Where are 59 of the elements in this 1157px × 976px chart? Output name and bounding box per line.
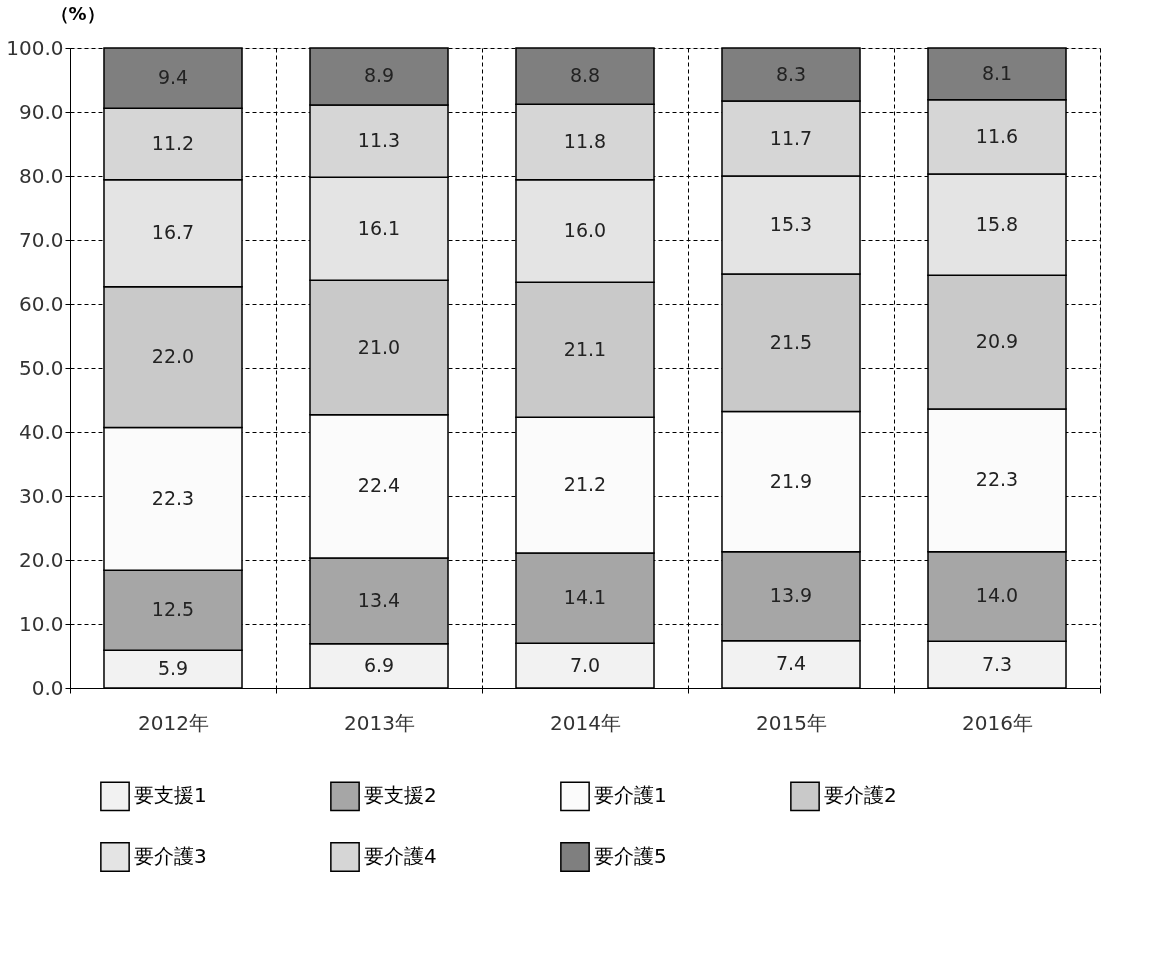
- data-label: 11.3: [357, 129, 401, 152]
- data-label: 14.1: [563, 586, 607, 609]
- y-tick-label: 40.0: [18, 419, 64, 444]
- data-label: 21.0: [357, 335, 401, 358]
- data-label: 7.0: [569, 653, 601, 676]
- data-label: 21.2: [563, 473, 607, 496]
- data-label: 20.9: [975, 330, 1019, 353]
- x-tick-label: 2012年: [138, 710, 209, 735]
- x-tick-label: 2014年: [550, 710, 621, 735]
- data-label: 15.3: [769, 212, 813, 235]
- legend-label: 要支援2: [364, 783, 437, 808]
- y-axis-title: （%）: [50, 2, 105, 24]
- legend-label: 要介護3: [134, 844, 207, 868]
- data-label: 21.5: [769, 330, 813, 353]
- data-label: 7.3: [981, 652, 1013, 675]
- data-label: 6.9: [363, 653, 395, 676]
- data-label: 12.5: [151, 598, 195, 621]
- data-label: 13.9: [769, 584, 813, 607]
- data-label: 16.0: [563, 219, 607, 242]
- data-label: 11.8: [563, 130, 607, 153]
- y-tick-label: 30.0: [18, 483, 64, 508]
- data-label: 8.8: [569, 64, 601, 87]
- data-label: 8.1: [981, 61, 1013, 84]
- data-label: 7.4: [775, 652, 807, 675]
- data-label: 5.9: [157, 657, 189, 680]
- data-label: 11.2: [151, 132, 195, 154]
- y-tick-label: 80.0: [18, 163, 64, 188]
- data-label: 22.4: [357, 474, 401, 497]
- y-tick-label: 100.0: [6, 35, 64, 60]
- data-label: 11.7: [769, 126, 813, 149]
- data-label: 13.4: [357, 588, 401, 611]
- legend-label: 要介護2: [824, 783, 897, 808]
- legend-label: 要支援1: [134, 783, 207, 808]
- y-tick-label: 0.0: [31, 675, 64, 700]
- data-label: 16.7: [151, 221, 195, 244]
- data-label: 15.8: [975, 212, 1019, 235]
- x-tick-label: 2016年: [962, 710, 1033, 735]
- data-label: 16.1: [357, 216, 401, 239]
- legend-label: 要介護5: [594, 844, 667, 868]
- legend-label: 要介護4: [364, 844, 437, 868]
- data-label: 14.0: [975, 584, 1019, 607]
- y-tick-label: 20.0: [18, 547, 64, 572]
- data-label: 11.6: [975, 124, 1019, 147]
- x-tick-label: 2015年: [756, 710, 827, 735]
- y-tick-label: 10.0: [18, 611, 64, 636]
- data-label: 8.9: [363, 64, 395, 87]
- y-tick-label: 90.0: [18, 99, 64, 124]
- data-label: 21.9: [769, 469, 813, 492]
- y-tick-label: 60.0: [18, 291, 64, 316]
- data-label: 22.3: [975, 468, 1019, 491]
- x-tick-label: 2013年: [344, 710, 415, 735]
- data-label: 8.3: [775, 62, 807, 85]
- data-label: 9.4: [157, 66, 189, 89]
- data-label: 22.3: [151, 486, 195, 509]
- data-label: 21.1: [563, 337, 607, 360]
- data-label: 22.0: [151, 345, 195, 368]
- y-tick-label: 50.0: [18, 355, 64, 380]
- legend-label: 要介護1: [594, 783, 667, 808]
- y-tick-label: 70.0: [18, 227, 64, 252]
